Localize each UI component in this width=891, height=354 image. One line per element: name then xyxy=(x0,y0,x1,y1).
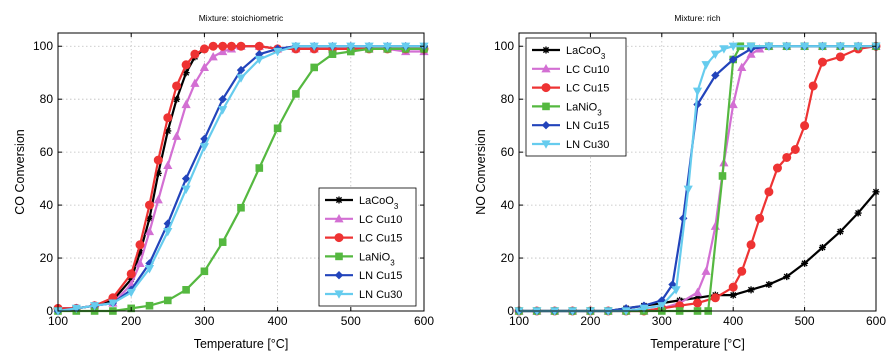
data-point xyxy=(719,172,727,180)
y-tick-label: 100 xyxy=(494,39,514,53)
legend-label: LC Cu15 xyxy=(359,233,402,245)
legend-label: LN Cu15 xyxy=(359,270,402,282)
data-point xyxy=(819,244,826,251)
legend-label: LN Cu15 xyxy=(566,120,609,132)
data-point xyxy=(748,286,755,293)
y-tick-label: 80 xyxy=(501,92,515,106)
data-point xyxy=(729,283,737,291)
legend-marker xyxy=(335,253,343,261)
legend-marker xyxy=(543,47,550,54)
data-point xyxy=(855,210,862,217)
data-point xyxy=(292,90,300,98)
data-point xyxy=(256,164,264,172)
y-axis-label: CO Conversion xyxy=(13,129,27,214)
x-axis-label: Temperature [°C] xyxy=(194,337,289,351)
legend-marker xyxy=(542,103,550,111)
data-point xyxy=(310,64,318,72)
data-point xyxy=(209,42,217,50)
x-tick-label: 400 xyxy=(723,314,743,328)
chart-title: Mixture: rich xyxy=(674,13,721,23)
data-point xyxy=(227,42,235,50)
x-axis-label: Temperature [°C] xyxy=(650,337,745,351)
data-point xyxy=(809,82,817,90)
data-point xyxy=(730,292,737,299)
data-point xyxy=(756,214,764,222)
legend-marker xyxy=(336,197,343,204)
data-point xyxy=(711,294,719,302)
x-tick-label: 300 xyxy=(652,314,672,328)
data-point xyxy=(173,82,181,90)
legend-label: LN Cu30 xyxy=(359,289,402,301)
chart-title: Mixture: stoichiometric xyxy=(199,13,284,23)
data-point xyxy=(783,153,791,161)
data-point xyxy=(127,270,135,278)
y-tick-label: 60 xyxy=(40,145,54,159)
data-point xyxy=(801,122,809,130)
legend-label: LC Cu10 xyxy=(359,214,402,226)
data-point xyxy=(765,188,773,196)
data-point xyxy=(791,145,799,153)
data-point xyxy=(765,281,772,288)
x-tick-label: 600 xyxy=(866,314,886,328)
no-conversion-chart: 100 200 300 400 500 600 0 20 40 60 80 100 Mixture: r… xyxy=(474,13,886,351)
data-point xyxy=(164,297,172,305)
data-point xyxy=(136,241,144,249)
data-point xyxy=(182,286,190,294)
legend-label: LC Cu10 xyxy=(566,64,609,76)
x-tick-label: 400 xyxy=(268,314,288,328)
data-point xyxy=(237,204,245,212)
legend-marker xyxy=(335,234,343,242)
y-tick-label: 60 xyxy=(501,145,515,159)
x-tick-label: 200 xyxy=(121,314,141,328)
y-tick-label: 100 xyxy=(33,39,53,53)
legend: LaCoO3 LC Cu10 LC Cu15 LaNiO3 LN Cu15 LN Cu30 xyxy=(319,188,416,306)
data-point xyxy=(191,50,199,58)
data-point xyxy=(201,267,209,275)
data-point xyxy=(836,53,844,61)
data-point xyxy=(146,201,154,209)
data-point xyxy=(329,50,337,58)
y-tick-label: 40 xyxy=(501,198,515,212)
data-point xyxy=(801,260,808,267)
x-tick-label: 600 xyxy=(414,314,434,328)
data-point xyxy=(694,299,702,307)
data-point xyxy=(182,61,190,69)
legend-marker xyxy=(542,84,550,92)
data-point xyxy=(738,267,746,275)
data-point xyxy=(255,42,263,50)
co-conversion-chart: 100 200 300 400 500 600 0 20 40 60 80 100 Mixture: s… xyxy=(13,13,434,351)
data-point xyxy=(237,42,245,50)
data-point xyxy=(219,238,227,246)
data-point xyxy=(773,164,781,172)
y-tick-label: 20 xyxy=(501,251,515,265)
x-tick-label: 500 xyxy=(341,314,361,328)
data-point xyxy=(274,125,282,133)
data-point xyxy=(818,58,826,66)
data-point xyxy=(146,302,154,310)
data-point xyxy=(154,156,162,164)
legend-label: LC Cu15 xyxy=(566,83,609,95)
data-point xyxy=(164,114,172,122)
y-axis-label: NO Conversion xyxy=(474,129,488,214)
x-tick-label: 500 xyxy=(795,314,815,328)
data-point xyxy=(783,273,790,280)
legend: LaCoO3 LC Cu10 LC Cu15 LaNiO3 LN Cu15 LN Cu30 xyxy=(526,38,626,156)
x-tick-label: 200 xyxy=(580,314,600,328)
y-tick-label: 0 xyxy=(46,304,53,318)
legend-label: LN Cu30 xyxy=(566,139,609,151)
y-tick-label: 0 xyxy=(507,304,514,318)
y-tick-label: 40 xyxy=(40,198,54,212)
data-point xyxy=(200,45,208,53)
data-point xyxy=(837,228,844,235)
y-tick-label: 80 xyxy=(40,92,54,106)
data-point xyxy=(219,42,227,50)
y-tick-label: 20 xyxy=(40,251,54,265)
data-point xyxy=(747,241,755,249)
x-tick-label: 300 xyxy=(194,314,214,328)
